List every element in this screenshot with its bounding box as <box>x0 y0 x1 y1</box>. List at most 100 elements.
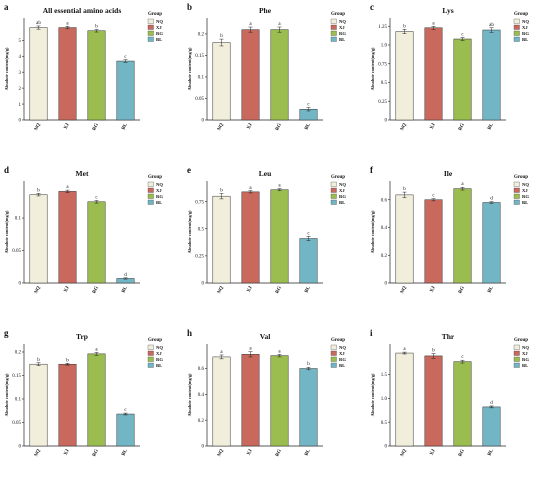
chart-title: Val <box>260 332 271 341</box>
chart-panel-h: h Val Absolute content(mg/g) 0 0.2 0.4 0.6 a NQ a… <box>183 326 366 489</box>
legend-swatch-xj <box>148 25 154 30</box>
y-tick-label: 4 <box>19 55 22 60</box>
y-axis-label: Absolute content(mg/g) <box>187 210 192 253</box>
chart-panel-a: a All essential amino acids Absolute conte… <box>0 0 183 163</box>
x-tick-label: BL <box>121 122 129 131</box>
legend-label-xj: XJ <box>156 188 162 193</box>
bar-xj <box>242 192 259 283</box>
y-tick-label: 0.1 <box>15 398 22 403</box>
legend-label-rg: RG <box>156 194 163 199</box>
bar-xj <box>59 191 76 283</box>
significance-letter: a <box>249 347 252 352</box>
x-tick-label: RG <box>92 286 100 295</box>
x-tick-label: XJ <box>430 285 437 293</box>
legend-label-nq: NQ <box>156 345 163 350</box>
x-tick-label: BL <box>121 448 129 457</box>
legend-title: Group <box>331 175 345 180</box>
bar-rg <box>454 189 471 283</box>
y-tick-label: 1.5 <box>381 373 388 378</box>
y-axis-label: Absolute content(mg/g) <box>370 210 375 253</box>
legend-label-xj: XJ <box>522 25 528 30</box>
x-tick-label: XJ <box>64 122 71 130</box>
chart-svg-b: b Phe Absolute content(mg/g) 0 0.05 0.1 0.15 0.… <box>183 0 366 163</box>
legend-swatch-nq <box>148 19 154 24</box>
legend-swatch-nq <box>331 182 337 187</box>
legend-swatch-xj <box>148 351 154 356</box>
legend-swatch-rg <box>148 194 154 199</box>
x-tick-label: RG <box>275 286 283 295</box>
y-tick-label: 0.2 <box>381 254 388 259</box>
y-tick-label: 0.6 <box>381 198 388 203</box>
y-tick-label: 0.05 <box>12 249 21 254</box>
y-tick-label: 0.2 <box>198 33 205 38</box>
legend-label-xj: XJ <box>156 351 162 356</box>
y-tick-label: 0.6 <box>198 367 205 372</box>
bar-bl <box>300 239 317 283</box>
bar-xj <box>425 356 442 446</box>
bar-rg <box>88 31 105 120</box>
chart-svg-c: c Lys Absolute content(mg/g) 0 0.25 0.5 0.75 1.… <box>366 0 549 163</box>
legend-title: Group <box>514 12 528 17</box>
significance-letter: d <box>490 401 493 406</box>
x-tick-label: RG <box>92 449 100 458</box>
legend-label-bl: BL <box>339 37 345 42</box>
legend-label-rg: RG <box>522 31 529 36</box>
bar-nq <box>30 364 47 446</box>
bar-nq <box>213 357 230 446</box>
legend-title: Group <box>514 338 528 343</box>
x-tick-label: NQ <box>400 449 408 458</box>
legend-label-bl: BL <box>522 200 528 205</box>
x-tick-label: XJ <box>64 285 71 293</box>
x-tick-label: BL <box>304 285 312 294</box>
panel-label: d <box>4 165 9 175</box>
bar-nq <box>213 196 230 283</box>
y-axis-label: Absolute content(mg/g) <box>187 47 192 90</box>
legend-swatch-bl <box>148 363 154 368</box>
panel-label: b <box>187 2 192 12</box>
legend-label-nq: NQ <box>156 182 163 187</box>
bar-rg <box>271 30 288 120</box>
legend-label-bl: BL <box>156 363 162 368</box>
significance-letter: b <box>66 358 69 363</box>
y-axis-label: Absolute content(mg/g) <box>4 210 9 253</box>
y-axis-label: Absolute content(mg/g) <box>187 373 192 416</box>
bar-rg <box>454 39 471 120</box>
significance-letter: b <box>95 24 98 29</box>
bar-bl <box>300 369 317 446</box>
y-tick-label: 0.05 <box>12 421 21 426</box>
chart-panel-b: b Phe Absolute content(mg/g) 0 0.05 0.1 0.15 0.… <box>183 0 366 163</box>
legend-swatch-rg <box>514 31 520 36</box>
legend-swatch-xj <box>514 25 520 30</box>
chart-svg-d: d Met Absolute content(mg/g) 0 0.05 0.1 b NQ a XJ… <box>0 163 183 326</box>
significance-letter: a <box>249 22 252 27</box>
x-tick-label: NQ <box>400 123 408 132</box>
y-tick-label: 3 <box>19 71 22 76</box>
legend-swatch-bl <box>331 200 337 205</box>
legend-label-nq: NQ <box>339 345 346 350</box>
legend-swatch-bl <box>514 37 520 42</box>
y-tick-label: 0 <box>19 445 22 450</box>
legend-swatch-xj <box>331 351 337 356</box>
y-tick-label: 0.5 <box>381 421 388 426</box>
y-tick-label: 0.25 <box>195 255 204 260</box>
bar-nq <box>30 28 47 120</box>
chart-title: Lys <box>442 6 453 15</box>
y-tick-label: 0.15 <box>195 54 204 59</box>
x-tick-label: BL <box>304 448 312 457</box>
chart-title: All essential amino acids <box>43 6 122 15</box>
significance-letter: b <box>220 188 223 193</box>
x-tick-label: NQ <box>400 286 408 295</box>
x-tick-label: XJ <box>247 448 254 456</box>
chart-svg-a: a All essential amino acids Absolute conte… <box>0 0 183 163</box>
bar-bl <box>483 203 500 283</box>
y-tick-label: 0 <box>385 445 388 450</box>
significance-letter: a <box>66 21 69 26</box>
y-tick-label: 1.0 <box>381 397 388 402</box>
y-tick-label: 0.1 <box>198 76 205 81</box>
chart-title: Thr <box>442 332 455 341</box>
legend-swatch-xj <box>514 351 520 356</box>
legend-title: Group <box>148 338 162 343</box>
legend-label-nq: NQ <box>522 19 529 24</box>
legend-label-bl: BL <box>156 37 162 42</box>
